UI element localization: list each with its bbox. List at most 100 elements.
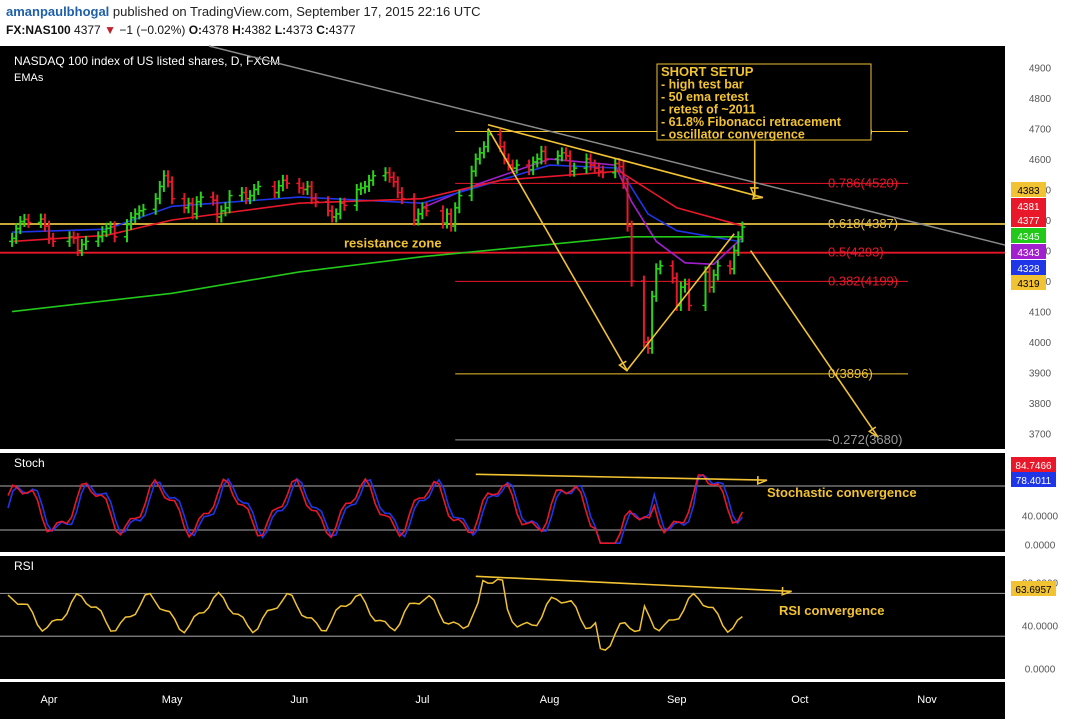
stoch-convergence-arrow-head: [756, 476, 768, 486]
ema-line: [12, 236, 743, 313]
time-tick-label: Jul: [415, 694, 429, 706]
rsi-pane-title: RSI: [14, 559, 34, 573]
stoch-value-label: 78.4011: [1016, 476, 1052, 487]
price-axis-badge: [1011, 182, 1046, 197]
close-value: 4377: [328, 23, 356, 37]
open-value: 4378: [202, 23, 229, 37]
fib-level-label: -0.272(3680): [828, 432, 902, 447]
short-setup-box: [656, 63, 872, 141]
price-axis-background: [1005, 42, 1069, 719]
low-value: 4373: [286, 23, 313, 37]
price-change: −1 (−0.02%): [119, 23, 186, 37]
rsi-line: [7, 578, 743, 651]
time-tick-label: Apr: [40, 694, 57, 706]
price-axis-badge: [1011, 198, 1046, 213]
short-setup-line: SHORT SETUP: [661, 64, 754, 79]
ema-line: [12, 164, 743, 243]
time-tick-label: Oct: [791, 694, 808, 706]
ohlc-line: FX:NAS100 4377 ▼ −1 (−0.02%) O:4378 H:43…: [6, 23, 356, 37]
ema-line: [12, 170, 743, 243]
chart-canvas[interactable]: NASDAQ 100 index of US listed shares, D,…: [0, 42, 1069, 719]
main-chart-title: NASDAQ 100 index of US listed shares, D,…: [14, 54, 280, 68]
price-axis-badge-label: 4345: [1017, 232, 1040, 243]
time-tick-label: May: [162, 694, 183, 706]
price-tick-label: 4900: [1029, 63, 1052, 74]
price-tick-label: 4000: [1029, 338, 1052, 349]
price-tick-label: 3800: [1029, 399, 1052, 410]
price-axis-badge-label: 4343: [1017, 248, 1040, 259]
rsi-value-label: 63.6957: [1015, 585, 1052, 596]
stoch-convergence-label: Stochastic convergence: [767, 485, 917, 500]
down-arrow-icon: ▼: [104, 23, 116, 37]
stoch-tick-label: 0.0000: [1025, 541, 1056, 552]
stoch-k-line: [7, 474, 744, 545]
price-axis-badge-label: 4328: [1017, 264, 1040, 275]
price-axis-badge-label: 4377: [1017, 216, 1040, 227]
ema-legend-label: EMAs: [14, 72, 44, 84]
price-axis-badge: [1011, 212, 1046, 227]
rsi-convergence-label: RSI convergence: [779, 603, 885, 618]
upper-trend-arrow: [487, 123, 764, 199]
stoch-pane-background: [0, 453, 1005, 552]
open-label: O:: [188, 23, 203, 37]
time-tick-label: Jun: [290, 694, 308, 706]
published-text: published on TradingView.com, September …: [112, 4, 481, 19]
price-tick-label: 4600: [1029, 155, 1052, 166]
chart-header: amanpaulbhogal published on TradingView.…: [0, 0, 1069, 42]
price-tick-label: 3700: [1029, 430, 1052, 441]
short-setup-line: - 61.8% Fibonacci retracement: [661, 115, 842, 129]
time-tick-label: Nov: [917, 694, 937, 706]
stoch-convergence-arrow: [475, 473, 768, 481]
fib-level-label: 0.618(4387): [828, 216, 898, 231]
time-tick-label: Sep: [667, 694, 687, 706]
price-axis-badge-label: 4383: [1017, 186, 1040, 197]
stoch-tick-label: 40.0000: [1022, 511, 1059, 522]
price-axis-badge-label: 4319: [1017, 279, 1040, 290]
short-setup-line: - high test bar: [661, 78, 744, 92]
last-price: 4377: [74, 23, 101, 37]
rsi-tick-label: 0.0000: [1025, 664, 1056, 675]
price-axis-badge: [1011, 228, 1046, 243]
resistance-zone-label: resistance zone: [344, 236, 442, 251]
stoch-pane-title: Stoch: [14, 456, 45, 470]
low-label: L:: [274, 23, 287, 37]
close-label: C:: [316, 23, 329, 37]
publish-line: amanpaulbhogal published on TradingView.…: [6, 4, 481, 19]
target-arrow: [749, 250, 879, 438]
setup-pointer-arrow-head: [749, 187, 759, 198]
rsi-tick-label: 40.0000: [1022, 622, 1059, 633]
fib-level-label: 0.5(4293): [828, 245, 884, 260]
high-label: H:: [232, 23, 245, 37]
time-tick-label: Aug: [540, 694, 560, 706]
short-setup-line: - oscillator convergence: [661, 128, 805, 142]
short-setup-line: - retest of ~2011: [661, 103, 756, 117]
fib-level-label: 0.382(4199): [828, 273, 898, 288]
price-axis-badge: [1011, 244, 1046, 259]
price-axis-badge: [1011, 275, 1046, 290]
author-link[interactable]: amanpaulbhogal: [6, 4, 110, 19]
rsi-value-badge: [1011, 581, 1056, 596]
fib-level-label: 0.786(4520): [828, 175, 898, 190]
high-value: 4382: [244, 23, 272, 37]
rsi-convergence-arrow-head: [781, 586, 792, 596]
price-tick-label: 3900: [1029, 369, 1052, 380]
stoch-value-badge: [1011, 472, 1056, 487]
time-axis-background: [0, 682, 1005, 719]
down-arrow-to-low-head: [618, 360, 629, 372]
stoch-value-label: 84.7466: [1015, 461, 1052, 472]
price-axis-badge: [1011, 260, 1046, 275]
rsi-pane-background: [0, 556, 1005, 679]
price-axis-badge-label: 4381: [1017, 202, 1040, 213]
ema-line: [422, 158, 743, 266]
symbol-name[interactable]: FX:NAS100: [6, 23, 71, 37]
fib-level-label: 0(3896): [828, 366, 873, 381]
descending-trendline: [208, 45, 1006, 246]
rising-wedge-line: [626, 233, 735, 371]
stoch-d-line: [7, 474, 744, 545]
down-arrow-to-low: [487, 128, 629, 372]
price-tick-label: 4100: [1029, 308, 1052, 319]
price-tick-label: 4700: [1029, 124, 1052, 135]
stoch-value-badge: [1011, 457, 1056, 472]
rsi-convergence-arrow: [475, 575, 792, 593]
price-tick-label: 4800: [1029, 94, 1052, 105]
